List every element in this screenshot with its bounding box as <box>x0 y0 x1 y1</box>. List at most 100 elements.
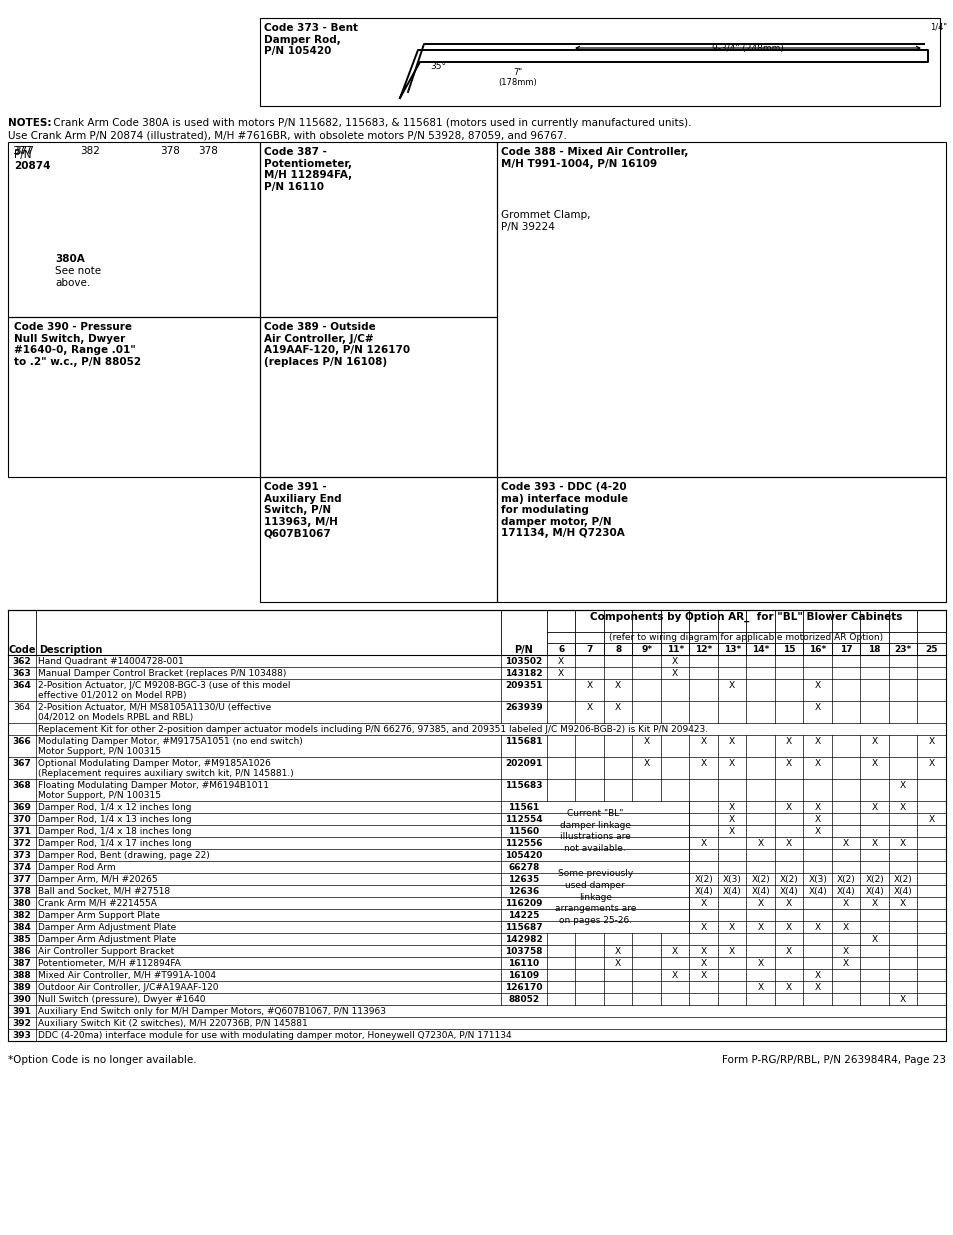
Text: X: X <box>785 803 792 811</box>
Text: X: X <box>842 899 848 908</box>
Text: Form P-RG/RP/RBL, P/N 263984R4, Page 23: Form P-RG/RP/RBL, P/N 263984R4, Page 23 <box>721 1055 945 1065</box>
Text: 209351: 209351 <box>505 680 542 690</box>
Text: 392: 392 <box>12 1019 31 1028</box>
Text: X(3): X(3) <box>807 876 826 884</box>
Text: 103502: 103502 <box>505 657 542 666</box>
Text: X: X <box>728 827 735 836</box>
Text: X(2): X(2) <box>893 876 912 884</box>
Text: 18: 18 <box>867 645 880 655</box>
Text: Components by Option AR_  for "BL" Blower Cabinets: Components by Option AR_ for "BL" Blower… <box>590 613 902 622</box>
Text: X: X <box>785 737 792 746</box>
Text: X: X <box>672 971 678 981</box>
Text: 367: 367 <box>12 760 31 768</box>
Text: 112556: 112556 <box>505 839 542 848</box>
Text: 369: 369 <box>12 803 31 811</box>
Text: 364: 364 <box>12 680 31 690</box>
Text: X: X <box>700 737 706 746</box>
Text: 12636: 12636 <box>508 887 539 897</box>
Text: Grommet Clamp,
P/N 39224: Grommet Clamp, P/N 39224 <box>500 210 590 232</box>
Text: X: X <box>871 737 877 746</box>
Text: 35°: 35° <box>430 62 446 70</box>
Text: X(4): X(4) <box>836 887 855 897</box>
Text: X: X <box>615 703 620 713</box>
Text: Some previously
used damper
linkage
arrangements are
on pages 25-26.: Some previously used damper linkage arra… <box>554 869 636 925</box>
Text: 12635: 12635 <box>508 876 539 884</box>
Text: 115687: 115687 <box>505 923 542 932</box>
Text: Code 387 -
Potentiometer,
M/H 112894FA,
P/N 16110: Code 387 - Potentiometer, M/H 112894FA, … <box>264 147 352 191</box>
Text: X: X <box>785 923 792 932</box>
Text: 2-Position Actuator, J/C M9208-BGC-3 (use of this model
effective 01/2012 on Mod: 2-Position Actuator, J/C M9208-BGC-3 (us… <box>38 680 291 700</box>
Text: 2-Position Actuator, M/H MS8105A1130/U (effective
04/2012 on Models RPBL and RBL: 2-Position Actuator, M/H MS8105A1130/U (… <box>38 703 271 722</box>
Text: 387: 387 <box>12 960 31 968</box>
Text: 9-3/4" (248mm): 9-3/4" (248mm) <box>711 44 783 53</box>
Text: 23*: 23* <box>894 645 911 655</box>
Text: X(4): X(4) <box>722 887 740 897</box>
Text: X: X <box>871 899 877 908</box>
Text: X(4): X(4) <box>893 887 912 897</box>
Text: Damper Rod, 1/4 x 18 inches long: Damper Rod, 1/4 x 18 inches long <box>38 827 192 836</box>
Text: X: X <box>814 803 820 811</box>
Text: 391: 391 <box>12 1007 31 1016</box>
Text: *Option Code is no longer available.: *Option Code is no longer available. <box>8 1055 196 1065</box>
Text: 8: 8 <box>615 645 620 655</box>
Text: X: X <box>814 703 820 713</box>
Text: 377: 377 <box>12 146 31 156</box>
Text: X: X <box>728 815 735 824</box>
Text: X: X <box>672 669 678 678</box>
Text: 377: 377 <box>14 146 34 156</box>
Text: 373: 373 <box>12 851 31 860</box>
Text: 11560: 11560 <box>508 827 539 836</box>
Text: X: X <box>927 737 934 746</box>
Text: 142982: 142982 <box>504 935 542 944</box>
Text: X: X <box>757 899 763 908</box>
Text: 382: 382 <box>12 911 31 920</box>
Text: X(4): X(4) <box>694 887 713 897</box>
Text: 370: 370 <box>12 815 31 824</box>
Text: Damper Arm Adjustment Plate: Damper Arm Adjustment Plate <box>38 935 176 944</box>
Text: X(2): X(2) <box>779 876 798 884</box>
Text: X: X <box>700 839 706 848</box>
Text: X: X <box>728 737 735 746</box>
Text: X: X <box>672 657 678 666</box>
Text: X: X <box>558 657 564 666</box>
Text: X: X <box>871 760 877 768</box>
Text: Description: Description <box>39 645 102 655</box>
Text: P/N: P/N <box>14 149 31 161</box>
Text: 380A: 380A <box>55 254 85 264</box>
Bar <box>260 477 497 601</box>
Bar <box>8 142 260 317</box>
Text: 143182: 143182 <box>505 669 542 678</box>
Text: X: X <box>558 669 564 678</box>
Text: 126170: 126170 <box>505 983 542 992</box>
Text: 14*: 14* <box>751 645 769 655</box>
Text: 377: 377 <box>12 876 31 884</box>
Text: X: X <box>757 983 763 992</box>
Text: X: X <box>728 803 735 811</box>
Text: X: X <box>842 839 848 848</box>
Text: X: X <box>757 960 763 968</box>
Text: 378: 378 <box>198 146 217 156</box>
Text: Replacement Kit for other 2-position damper actuator models including P/N 66276,: Replacement Kit for other 2-position dam… <box>38 725 707 734</box>
Text: Damper Rod, Bent (drawing, page 22): Damper Rod, Bent (drawing, page 22) <box>38 851 210 860</box>
Text: 14225: 14225 <box>508 911 539 920</box>
Text: Code 393 - DDC (4-20
ma) interface module
for modulating
damper motor, P/N
17113: Code 393 - DDC (4-20 ma) interface modul… <box>500 482 627 538</box>
Text: 378: 378 <box>160 146 180 156</box>
Text: 384: 384 <box>12 923 31 932</box>
Text: 66278: 66278 <box>508 863 539 872</box>
Text: Use Crank Arm P/N 20874 (illustrated), M/H #7616BR, with obsolete motors P/N 539: Use Crank Arm P/N 20874 (illustrated), M… <box>8 131 566 141</box>
Text: X: X <box>700 947 706 956</box>
Text: X: X <box>615 947 620 956</box>
Text: 364: 364 <box>13 703 30 713</box>
Text: 388: 388 <box>12 971 31 981</box>
Text: 116209: 116209 <box>505 899 542 908</box>
Text: Damper Rod, 1/4 x 17 inches long: Damper Rod, 1/4 x 17 inches long <box>38 839 192 848</box>
Text: X(4): X(4) <box>864 887 883 897</box>
Text: Code 388 - Mixed Air Controller,
M/H T991-1004, P/N 16109: Code 388 - Mixed Air Controller, M/H T99… <box>500 147 688 169</box>
Text: above.: above. <box>55 278 91 288</box>
Text: X: X <box>871 839 877 848</box>
Text: Damper Rod Arm: Damper Rod Arm <box>38 863 115 872</box>
Text: 15: 15 <box>782 645 795 655</box>
Text: 6: 6 <box>558 645 564 655</box>
Text: X: X <box>814 971 820 981</box>
Bar <box>497 477 945 601</box>
